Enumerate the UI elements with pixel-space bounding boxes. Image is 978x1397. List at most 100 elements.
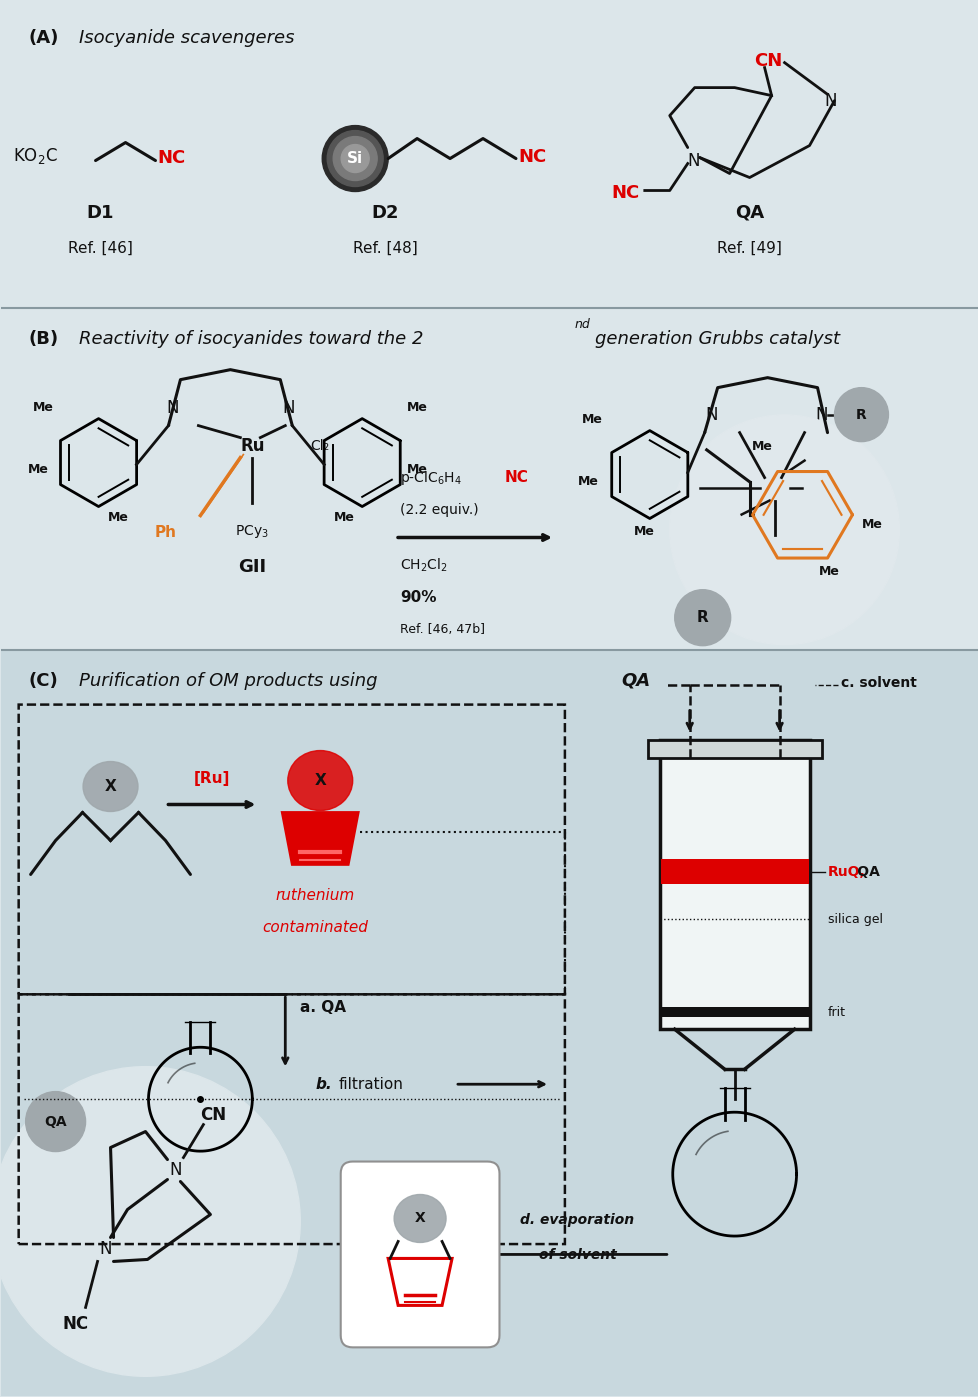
Text: Cl: Cl [724,510,737,524]
Text: PCy$_3$: PCy$_3$ [757,552,790,570]
Text: Me: Me [819,564,839,578]
Text: b.: b. [315,1077,332,1091]
Text: X: X [314,773,326,788]
Text: CH$_2$Cl$_2$: CH$_2$Cl$_2$ [400,557,447,574]
Text: Ph: Ph [155,525,176,541]
Text: Me: Me [751,440,773,453]
Circle shape [674,590,730,645]
Text: N: N [99,1241,111,1259]
Text: silica gel: silica gel [826,912,881,926]
Text: NC: NC [517,148,546,165]
Text: R: R [696,610,708,626]
Ellipse shape [83,761,138,812]
Text: R: R [855,408,866,422]
Bar [647,739,821,757]
Text: a. QA: a. QA [300,1000,346,1016]
Text: KO$_2$C: KO$_2$C [13,145,58,165]
Text: QGII: QGII [752,584,795,602]
Text: Cl₂: Cl₂ [310,439,329,453]
Polygon shape [282,813,358,865]
Circle shape [322,126,387,191]
Text: Me: Me [581,412,601,426]
Text: Reactivity of isocyanides toward the 2: Reactivity of isocyanides toward the 2 [78,330,422,348]
Text: NC: NC [611,183,640,201]
Text: (2.2 equiv.): (2.2 equiv.) [400,503,478,517]
Text: Me: Me [28,462,49,475]
Text: Me: Me [577,475,598,488]
Text: Isocyanide scavengeres: Isocyanide scavengeres [78,29,293,46]
Text: RuQ,: RuQ, [826,865,865,879]
FancyBboxPatch shape [340,1161,499,1347]
Text: Cl: Cl [802,451,816,465]
Text: QA: QA [44,1115,67,1129]
Text: (B): (B) [28,330,59,348]
Text: c. solvent: c. solvent [841,676,916,690]
Text: D2: D2 [371,204,398,222]
Text: NC: NC [505,469,528,485]
Text: QA: QA [826,865,878,879]
Text: Me: Me [33,401,54,414]
Text: of solvent: of solvent [538,1249,615,1263]
Text: X: X [105,780,116,793]
Text: CN: CN [798,481,820,495]
Circle shape [341,144,369,172]
Text: GII: GII [238,559,266,577]
Circle shape [333,137,377,180]
Bar [1,650,977,1397]
Bar [1,0,977,307]
Text: [Ru]: [Ru] [194,771,231,785]
Circle shape [327,130,382,187]
Ellipse shape [394,1194,446,1242]
Text: QA: QA [621,672,650,690]
Text: d. evaporation: d. evaporation [519,1214,634,1228]
Text: CN: CN [754,52,782,70]
Text: Purification of OM products using: Purification of OM products using [78,672,382,690]
Text: N: N [687,151,699,169]
Text: Me: Me [108,510,129,524]
Text: Ref. [48]: Ref. [48] [352,240,417,256]
Text: 90%: 90% [400,590,436,605]
Text: N: N [705,405,717,423]
Text: Ar: Ar [832,481,845,495]
Bar [660,859,808,884]
Text: NC: NC [157,148,186,166]
Text: Ar: Ar [681,481,693,495]
Text: Me: Me [333,510,354,524]
Ellipse shape [288,750,352,810]
Text: Me: Me [406,462,427,475]
Text: QA: QA [734,204,764,222]
Text: N: N [166,398,179,416]
Text: N: N [169,1161,182,1179]
Text: NC: NC [63,1316,89,1333]
Text: D1: D1 [87,204,114,222]
Circle shape [0,1067,300,1376]
Circle shape [833,387,887,441]
Text: Me: Me [406,401,427,414]
Text: contaminated: contaminated [262,921,368,936]
Text: Me: Me [862,518,882,531]
Text: Ref. [46]: Ref. [46] [68,240,133,256]
Text: Si: Si [347,151,363,166]
Text: CN: CN [200,1105,226,1123]
Text: filtration: filtration [337,1077,403,1091]
Text: Ru: Ru [240,437,264,454]
Text: NC: NC [703,481,725,495]
Bar [1,307,977,650]
Text: N: N [823,92,836,109]
Text: Ru: Ru [763,481,785,495]
Text: Ref. [49]: Ref. [49] [717,240,781,256]
Text: N: N [282,398,294,416]
Text: PCy$_3$: PCy$_3$ [235,522,269,539]
Text: (A): (A) [28,29,59,46]
Text: N: N [815,405,827,423]
Text: Me: Me [634,524,654,538]
Text: ruthenium: ruthenium [276,888,354,904]
Circle shape [669,415,899,644]
Text: p-ClC$_6$H$_4$: p-ClC$_6$H$_4$ [400,468,462,486]
Text: Ref. [46, 47b]: Ref. [46, 47b] [400,623,485,636]
Text: generation Grubbs catalyst: generation Grubbs catalyst [595,330,839,348]
Bar [659,739,809,1030]
Text: nd: nd [574,317,590,331]
Text: frit: frit [826,1006,845,1018]
Circle shape [25,1091,85,1151]
